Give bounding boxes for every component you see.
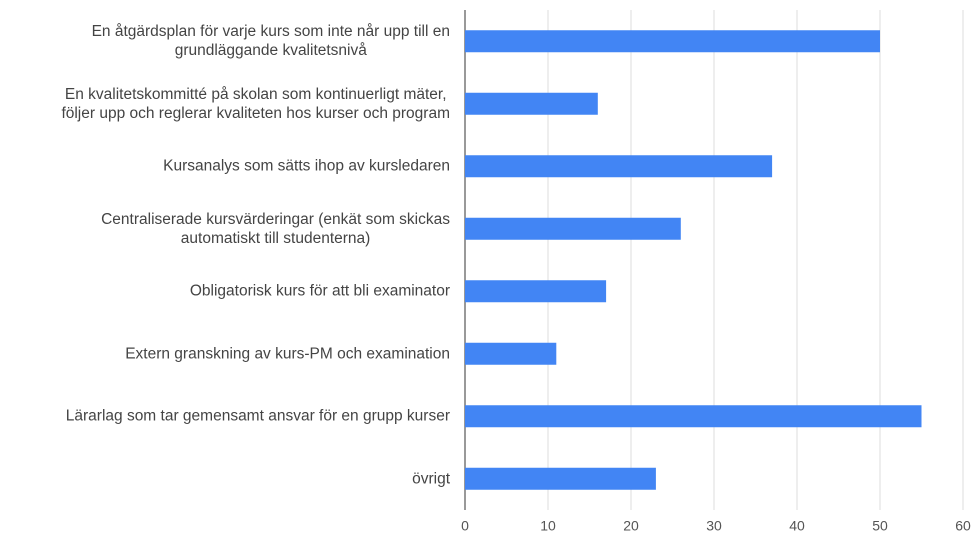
y-tick-label: Obligatorisk kurs för att bli examinator xyxy=(189,282,450,300)
y-tick-label: En kvalitetskommitté på skolan som konti… xyxy=(61,85,450,122)
x-tick-label: 10 xyxy=(540,518,556,534)
y-tick-label: Extern granskning av kurs-PM och examina… xyxy=(125,345,450,363)
x-tick-label: 50 xyxy=(872,518,888,534)
y-tick-label: En åtgärdsplan för varje kurs som inte n… xyxy=(91,23,450,60)
x-tick-label: 40 xyxy=(789,518,805,534)
x-tick-label: 60 xyxy=(955,518,971,534)
bar xyxy=(465,217,681,240)
bar xyxy=(465,467,656,490)
bar xyxy=(465,30,880,53)
bar xyxy=(465,342,557,365)
bar xyxy=(465,155,773,178)
bar xyxy=(465,92,598,115)
x-tick-label: 0 xyxy=(461,518,469,534)
bar xyxy=(465,405,922,428)
y-tick-label: Kursanalys som sätts ihop av kursledaren xyxy=(163,157,450,175)
x-tick-label: 30 xyxy=(706,518,722,534)
y-tick-label: övrigt xyxy=(412,470,450,488)
bar xyxy=(465,280,607,303)
y-tick-label: Centraliserade kursvärderingar (enkät so… xyxy=(101,210,450,247)
x-tick-label: 20 xyxy=(623,518,639,534)
y-tick-label: Lärarlag som tar gemensamt ansvar för en… xyxy=(65,407,450,425)
